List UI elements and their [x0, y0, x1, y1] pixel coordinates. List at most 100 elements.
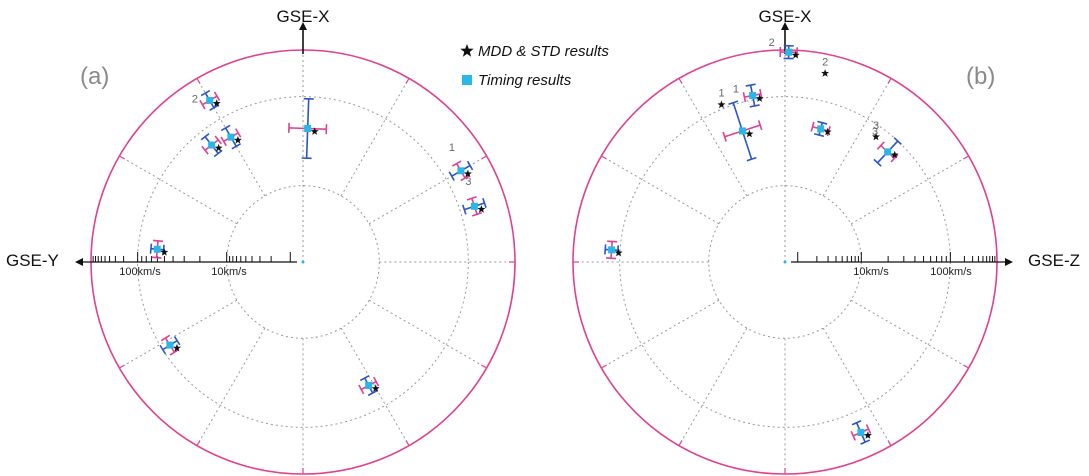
- axis-label-gse-z: GSE-Z: [1028, 251, 1080, 270]
- center-dot: [783, 260, 787, 264]
- star-label: 1: [718, 88, 724, 100]
- ring-tick: [601, 155, 607, 160]
- timing-marker: [153, 245, 161, 253]
- error-bar-cap: [214, 135, 222, 145]
- point-label: 2: [192, 93, 198, 105]
- ring-tick: [678, 78, 683, 84]
- star-marker: [890, 150, 899, 159]
- point-label: 1: [449, 142, 455, 154]
- timing-marker: [227, 133, 235, 141]
- error-bar-cap: [359, 375, 370, 382]
- error-bar-cap: [460, 174, 470, 182]
- grid-spoke: [368, 299, 487, 369]
- timing-marker: [304, 125, 312, 133]
- scale-tick-label: 10km/s: [853, 266, 889, 278]
- ring-tick: [963, 155, 969, 160]
- grid-circle: [137, 96, 469, 428]
- error-bar-cap: [231, 143, 241, 150]
- star-marker: [745, 129, 754, 138]
- error-bar-cap: [746, 156, 757, 162]
- labeled-star: 1: [717, 88, 726, 109]
- labeled-stars-b: 1 2 3: [717, 56, 880, 141]
- star-marker: [755, 94, 764, 102]
- axis-label-gse-x: GSE-X: [759, 7, 812, 26]
- error-bar-cap: [749, 104, 760, 108]
- grid-spoke: [119, 299, 238, 369]
- error-bar-cap: [213, 149, 223, 158]
- error-bar-cap: [813, 132, 825, 138]
- point-label: 3: [465, 176, 471, 188]
- legend-item-timing: Timing results: [462, 72, 572, 89]
- error-bar-cap: [604, 244, 607, 255]
- star-marker: [614, 248, 623, 257]
- timing-marker: [857, 428, 865, 436]
- data-point: [810, 120, 832, 138]
- grid-spoke: [850, 299, 969, 369]
- error-bar-cap: [358, 384, 365, 395]
- timing-marker: [785, 48, 793, 56]
- timing-marker: [166, 341, 174, 349]
- error-bar-cap: [373, 376, 380, 387]
- timing-marker: [817, 125, 825, 133]
- labeled-star: 2: [821, 56, 830, 77]
- error-bar-cap: [745, 83, 756, 87]
- timing-marker: [884, 148, 892, 156]
- panel-a: 100km/s 10km/s GSE-X GSE-Y (a) 2 1 3: [6, 7, 516, 475]
- grid-spoke: [119, 155, 238, 225]
- data-point: [220, 124, 242, 150]
- point-label: 3: [872, 126, 878, 138]
- star-marker: [212, 99, 221, 107]
- error-bar-cap: [850, 430, 856, 441]
- ring-tick: [601, 364, 607, 369]
- error-bar-cap: [865, 424, 872, 434]
- grid-spoke: [678, 78, 748, 197]
- scale-tick-label: 10km/s: [211, 266, 247, 278]
- error-bar-cap: [220, 124, 231, 132]
- data-point: [149, 239, 169, 259]
- star-marker: [872, 132, 880, 141]
- ring-tick: [481, 155, 487, 160]
- error-bar-cap: [876, 141, 885, 150]
- center-dot: [301, 260, 305, 264]
- scale-ticks-a: [75, 252, 297, 266]
- star-label: 2: [822, 56, 828, 68]
- axis-label-gse-y: GSE-Y: [6, 251, 59, 270]
- error-bar-cap: [728, 100, 739, 106]
- error-bar-cap: [160, 334, 171, 342]
- star-icon: [460, 44, 474, 57]
- data-points-b: 2 1 3: [604, 37, 902, 445]
- error-bar-cap: [201, 145, 209, 155]
- star-marker: [791, 51, 800, 59]
- grid-spoke: [196, 327, 266, 446]
- error-bar-cap: [722, 131, 727, 142]
- error-bar-cap: [200, 132, 210, 141]
- ring-tick: [963, 364, 969, 369]
- star-marker: [173, 343, 181, 352]
- panel-label-b: (b): [966, 63, 995, 90]
- legend: MDD & STD results Timing results: [460, 43, 609, 89]
- ring-tick: [405, 440, 410, 446]
- ring-tick: [405, 78, 410, 84]
- data-point: [722, 100, 763, 162]
- star-marker: [477, 205, 486, 213]
- data-point: 1: [733, 83, 764, 108]
- grid-spoke: [822, 78, 892, 197]
- timing-marker: [749, 92, 757, 100]
- timing-marker: [457, 167, 465, 175]
- error-bar-cap: [209, 104, 219, 111]
- legend-label: MDD & STD results: [478, 43, 609, 60]
- ring-tick: [119, 155, 125, 160]
- timing-marker: [608, 246, 616, 254]
- error-bar-cap: [152, 239, 164, 243]
- grid-spoke: [601, 155, 720, 225]
- data-point: [850, 419, 872, 445]
- ring-tick: [119, 364, 125, 369]
- error-bar-cap: [466, 160, 474, 171]
- error-bar-cap: [482, 198, 487, 209]
- data-point: [604, 240, 623, 260]
- error-bar-cap: [851, 419, 862, 426]
- error-bar-cap: [860, 439, 871, 445]
- scale-tick-label: 100km/s: [119, 266, 161, 278]
- error-bar-cap: [605, 257, 617, 260]
